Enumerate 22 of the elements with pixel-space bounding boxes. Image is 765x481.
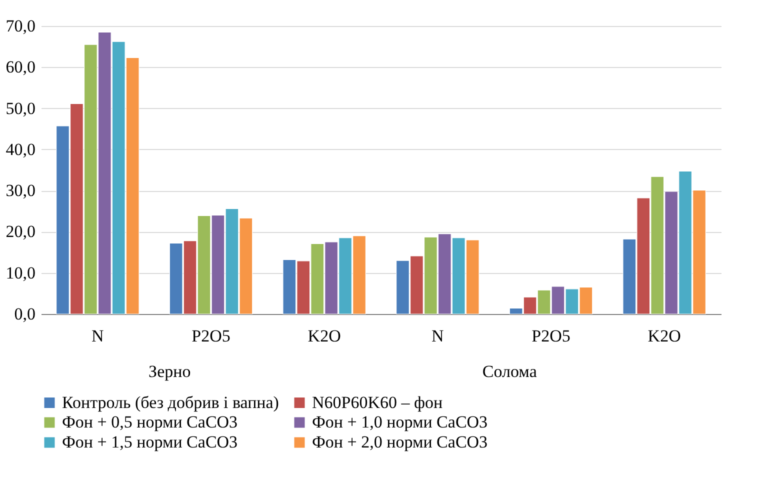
y-tick-label: 50,0 <box>6 98 36 118</box>
y-tick-label: 0,0 <box>14 304 36 324</box>
legend-label: Фон + 1,5 норми CaCO3 <box>62 432 238 452</box>
y-tick-label: 60,0 <box>6 58 36 77</box>
text: Солома <box>482 362 538 381</box>
legend-label: Фон + 2,0 норми CaCO3 <box>312 432 488 452</box>
y-tick-label: 20,0 <box>6 222 36 242</box>
y-tick-label: 70,0 <box>6 16 36 36</box>
x-tick-label: N <box>92 326 104 346</box>
legend-label: Контроль (без добрив і вапна) <box>62 392 279 412</box>
x-tick-label: P2O5 <box>192 326 230 346</box>
x-tick-label: N <box>432 326 444 346</box>
x-tick-label: K2O <box>308 326 341 346</box>
y-tick-label: 40,0 <box>6 140 36 159</box>
legend-label: N60P60K60 – фон <box>312 392 443 412</box>
x-tick-label: K2O <box>648 326 681 346</box>
y-tick-label: 10,0 <box>6 263 36 282</box>
x-tick-label: P2O5 <box>532 326 570 346</box>
legend-label: Фон + 0,5 норми CaCO3 <box>62 412 238 432</box>
text: Зерно <box>148 362 191 381</box>
y-tick-label: 30,0 <box>6 181 36 200</box>
legend-label: Фон + 1,0 норми CaCO3 <box>312 412 488 432</box>
